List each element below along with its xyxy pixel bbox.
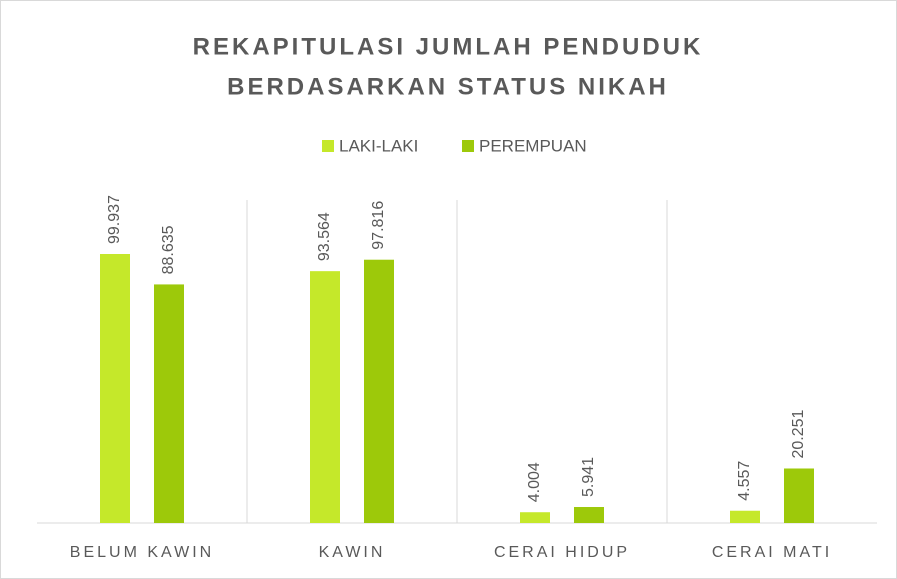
data-label: 88.635 [160, 225, 177, 274]
bar [784, 468, 814, 523]
x-tick-label: CERAI MATI [712, 544, 832, 561]
data-label: 99.937 [106, 195, 123, 244]
data-label: 93.564 [316, 212, 333, 261]
legend-swatch [462, 140, 474, 152]
bar [364, 259, 394, 523]
data-label: 4.004 [526, 462, 543, 502]
bar [730, 510, 760, 523]
data-label: 97.816 [370, 201, 387, 250]
bar [100, 254, 130, 523]
bar [520, 512, 550, 523]
x-tick-label: BELUM KAWIN [70, 544, 214, 561]
legend-swatch [322, 140, 334, 152]
x-tick-label: CERAI HIDUP [494, 544, 630, 561]
bar [574, 507, 604, 523]
chart-title: REKAPITULASI JUMLAH PENDUDUK [193, 33, 704, 60]
data-label: 4.557 [736, 461, 753, 501]
bar [310, 271, 340, 523]
x-tick-label: KAWIN [319, 544, 386, 561]
data-label: 5.941 [580, 457, 597, 497]
legend-label: PEREMPUAN [479, 136, 587, 155]
chart-title: BERDASARKAN STATUS NIKAH [227, 73, 669, 100]
bar [154, 284, 184, 523]
data-label: 20.251 [790, 409, 807, 458]
legend-label: LAKI-LAKI [339, 136, 418, 155]
